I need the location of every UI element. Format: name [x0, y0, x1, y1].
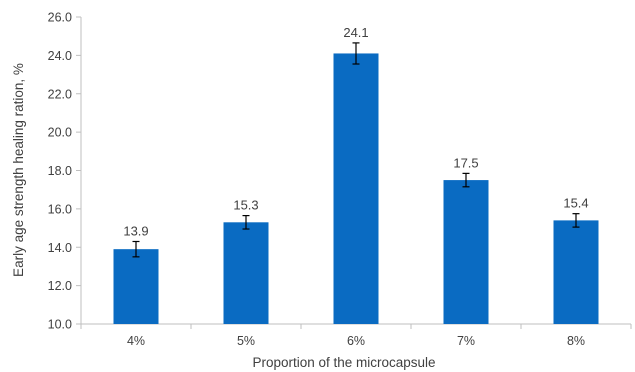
y-tick-label: 24.0 — [48, 49, 72, 63]
y-tick-label: 18.0 — [48, 164, 72, 178]
error-bar — [352, 42, 360, 65]
data-label: 13.9 — [123, 223, 148, 238]
error-bars — [132, 42, 580, 258]
y-tick-label: 26.0 — [48, 11, 72, 25]
y-tick-label: 22.0 — [48, 87, 72, 101]
data-labels: 13.9 15.3 24.1 17.5 15.4 — [123, 25, 588, 239]
y-tick-label: 14.0 — [48, 241, 72, 255]
x-tick-label: 5% — [237, 334, 255, 348]
x-tick-label: 6% — [347, 334, 365, 348]
x-axis-tick-labels: 4% 5% 6% 7% 8% — [127, 334, 585, 348]
x-axis-title: Proportion of the microcapsule — [252, 355, 435, 370]
x-tick-label: 4% — [127, 334, 145, 348]
error-bar — [572, 213, 580, 228]
y-tick-label: 10.0 — [48, 318, 72, 332]
error-bar — [132, 240, 140, 258]
bar — [443, 180, 489, 324]
y-axis-ticks: 10.0 12.0 14.0 16.0 18.0 20.0 22.0 24.0 26.0 — [48, 11, 81, 332]
error-bar — [242, 214, 250, 230]
bar — [553, 220, 599, 324]
y-tick-label: 16.0 — [48, 202, 72, 216]
data-label: 24.1 — [343, 25, 368, 40]
x-axis — [80, 323, 632, 329]
bars — [113, 53, 599, 325]
y-tick-label: 20.0 — [48, 126, 72, 140]
data-label: 15.3 — [233, 198, 258, 213]
bar — [333, 53, 379, 325]
y-tick-label: 12.0 — [48, 279, 72, 293]
bar — [223, 222, 269, 324]
data-label: 15.4 — [563, 196, 588, 211]
bar — [113, 249, 159, 324]
data-label: 17.5 — [453, 155, 478, 170]
error-bar — [462, 172, 470, 188]
x-tick-label: 8% — [567, 334, 585, 348]
x-tick-label: 7% — [457, 334, 475, 348]
y-axis-title: Early age strength healing ration, % — [11, 63, 26, 277]
